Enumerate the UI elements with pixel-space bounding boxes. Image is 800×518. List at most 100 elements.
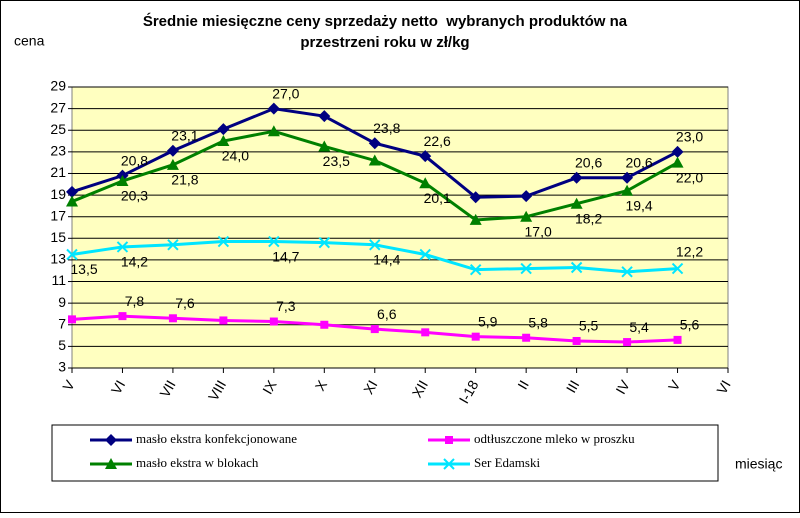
data-label: 20,6	[625, 154, 652, 170]
marker	[217, 135, 230, 147]
data-label: 7,6	[175, 295, 195, 311]
marker	[520, 190, 533, 203]
data-label: 7,3	[276, 298, 296, 314]
data-label: 5,8	[528, 314, 548, 330]
marker	[118, 312, 127, 321]
marker	[522, 333, 531, 342]
marker	[116, 175, 129, 187]
marker	[671, 262, 684, 275]
data-label: 27,0	[272, 85, 299, 101]
marker	[66, 185, 78, 198]
data-label: 6,6	[377, 306, 397, 322]
y-tick-label: 9	[58, 294, 66, 310]
data-label: 24,0	[222, 148, 249, 164]
marker	[469, 213, 482, 225]
y-tick-label: 23	[50, 143, 66, 159]
data-label: 20,6	[575, 154, 602, 170]
marker	[368, 137, 381, 150]
y-tick-label: 5	[58, 337, 66, 353]
y-tick-label: 29	[50, 78, 66, 94]
marker	[68, 315, 76, 324]
marker	[671, 145, 684, 158]
marker	[570, 197, 583, 209]
marker	[671, 156, 684, 168]
y-tick-label: 7	[58, 315, 66, 331]
data-label: 14,7	[272, 248, 299, 264]
marker	[167, 239, 179, 251]
data-label: 20,3	[121, 188, 148, 204]
marker	[166, 144, 179, 157]
marker	[570, 261, 583, 274]
y-tick-label: 15	[50, 229, 66, 245]
data-label: 23,8	[373, 120, 400, 136]
data-label: 20,1	[424, 190, 451, 206]
x-tick-label: VII	[156, 377, 178, 400]
marker	[621, 266, 633, 278]
y-tick-label: 19	[50, 186, 66, 202]
data-label: 23,5	[323, 153, 350, 169]
marker	[66, 248, 78, 261]
marker	[469, 191, 482, 204]
marker	[471, 332, 480, 341]
marker	[66, 195, 78, 207]
data-label: 19,4	[625, 197, 652, 213]
data-label: 22,0	[676, 169, 703, 185]
x-tick-label: XII	[409, 377, 431, 400]
legend-label: Ser Edamski	[474, 455, 540, 470]
data-label: 13,5	[70, 261, 97, 277]
marker	[673, 335, 682, 344]
marker	[269, 317, 278, 326]
marker	[168, 314, 177, 323]
marker	[116, 241, 129, 253]
marker	[419, 248, 431, 261]
plot-area	[71, 86, 729, 369]
marker	[318, 236, 331, 249]
legend	[51, 424, 719, 482]
chart-title: Średnie miesięczne ceny sprzedaży netto …	[143, 12, 628, 30]
marker	[421, 328, 430, 337]
marker	[621, 171, 634, 184]
data-label: 5,5	[579, 318, 599, 334]
data-label: 5,4	[629, 319, 649, 335]
data-label: 23,1	[171, 127, 198, 143]
data-label: 22,6	[424, 133, 451, 149]
x-axis-label: miesiąc	[735, 456, 782, 472]
marker	[217, 235, 230, 248]
legend-marker	[105, 458, 117, 469]
y-tick-label: 13	[50, 251, 66, 267]
marker	[520, 262, 532, 275]
marker	[419, 150, 432, 163]
marker	[268, 235, 280, 248]
y-tick-label: 27	[50, 99, 66, 115]
marker	[419, 177, 432, 189]
marker	[267, 102, 280, 115]
marker	[623, 338, 632, 347]
data-label: 14,2	[121, 254, 148, 270]
marker	[320, 320, 329, 329]
marker	[267, 125, 280, 137]
data-label: 5,9	[478, 313, 498, 329]
legend-marker	[443, 458, 455, 470]
marker	[318, 140, 331, 152]
legend-label: masło ekstra w blokach	[136, 455, 259, 470]
data-label: 12,2	[676, 243, 703, 259]
chart-title: przestrzeni roku w zł/kg	[300, 34, 469, 51]
y-tick-label: 17	[50, 207, 66, 223]
marker	[368, 154, 381, 166]
y-tick-label: 21	[50, 164, 66, 180]
marker	[621, 184, 634, 196]
legend-label: masło ekstra konfekcjonowane	[136, 431, 297, 446]
marker	[369, 239, 381, 251]
y-tick-label: 25	[50, 121, 66, 137]
data-label: 23,0	[676, 129, 703, 145]
data-label: 14,4	[373, 251, 400, 267]
legend-marker	[445, 436, 453, 444]
y-tick-label: 11	[51, 272, 66, 288]
data-label: 5,6	[680, 317, 700, 333]
legend-label: odtłuszczone mleko w proszku	[474, 431, 635, 446]
marker	[469, 263, 482, 276]
marker	[166, 158, 179, 170]
marker	[570, 171, 583, 184]
marker	[318, 110, 331, 123]
